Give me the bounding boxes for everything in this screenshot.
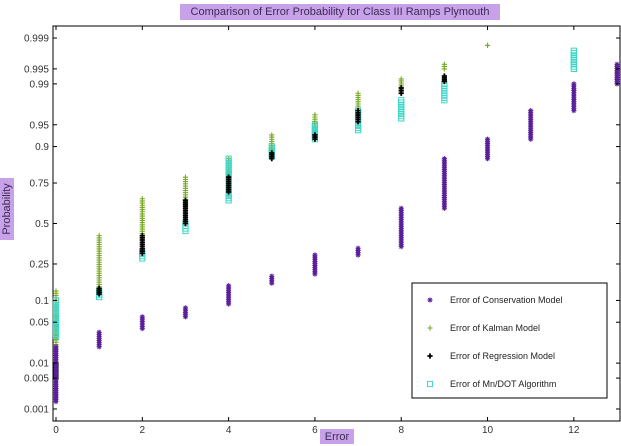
y-tick-label: 0.75 (30, 179, 50, 190)
marker-plus-bold (226, 189, 232, 195)
legend-marker-plus-bold (427, 353, 433, 359)
marker-square (441, 97, 448, 104)
marker-square (52, 333, 60, 340)
data-point-star-10 (484, 136, 491, 162)
y-axis-label: Probability (1, 183, 13, 235)
marker-square (139, 255, 146, 262)
marker-plus (484, 42, 491, 48)
x-tick-label: 8 (398, 425, 404, 436)
y-tick-label: 0.05 (30, 318, 50, 329)
marker-star (53, 399, 59, 405)
y-tick-label: 0.999 (24, 34, 49, 45)
x-tick-label: 10 (482, 425, 494, 436)
data-point-square-10 (570, 47, 577, 72)
data-point-star-1 (96, 329, 102, 350)
marker-plus-bold (182, 220, 189, 227)
marker-square (354, 127, 362, 134)
y-tick-label: 0.001 (24, 404, 49, 415)
x-axis-label: Error (320, 429, 354, 444)
y-tick-label: 0.99 (30, 79, 50, 90)
marker-star (269, 280, 275, 286)
marker-square (182, 227, 189, 235)
marker-plus-bold (312, 136, 318, 142)
marker-star (355, 252, 361, 258)
data-point-plus-bold-6 (312, 132, 318, 142)
legend-entry-label: Error of Regression Model (450, 351, 555, 361)
y-axis-label-box: Probability (0, 178, 14, 240)
data-point-star-12 (571, 81, 577, 114)
data-point-star-9 (441, 156, 447, 211)
x-tick-label: 12 (568, 425, 580, 436)
data-point-square-0 (52, 297, 60, 340)
y-tick-label: 0.9 (35, 142, 49, 153)
marker-star (182, 314, 189, 320)
marker-square (570, 65, 577, 72)
data-point-star-7 (355, 245, 361, 258)
y-tick-label: 0.1 (35, 296, 49, 307)
legend-entry-label: Error of Mn/DOT Algorithm (450, 379, 556, 389)
data-point-plus-10 (484, 42, 491, 48)
marker-star (139, 325, 145, 332)
marker-star (96, 344, 102, 350)
marker-plus-bold (441, 78, 447, 85)
data-point-plus-bold-2 (139, 233, 145, 256)
legend-entry-label: Error of Kalman Model (450, 323, 540, 333)
legend-marker-square (426, 380, 434, 388)
marker-plus-bold (355, 119, 361, 125)
data-point-star-6 (312, 252, 318, 277)
data-point-plus-9 (441, 61, 447, 72)
data-point-star-8 (398, 205, 404, 250)
y-tick-label: 0.995 (24, 64, 49, 75)
marker-plus (441, 66, 447, 72)
data-point-star-4 (226, 283, 232, 307)
x-axis-ticks: 0 2 4 6 8 10 12 (53, 26, 580, 436)
data-point-plus-bold-1 (96, 285, 102, 297)
data-point-plus-bold-4 (226, 174, 232, 195)
marker-star (226, 301, 232, 307)
legend-box (411, 282, 608, 399)
marker-plus-bold (269, 156, 275, 162)
marker-star (528, 136, 534, 142)
marker-plus-bold (96, 291, 102, 297)
legend: Error of Conservation Model Error of Kalm… (411, 282, 608, 399)
legend-marker-star (427, 297, 433, 303)
chart-title: Comparison of Error Probability for Clas… (180, 4, 500, 20)
marker-square (225, 197, 232, 204)
data-point-star-3 (182, 305, 189, 320)
y-tick-label: 0.95 (30, 120, 50, 131)
y-tick-label: 0.01 (30, 359, 50, 370)
legend-entry-label: Error of Conservation Model (450, 295, 563, 305)
marker-star (441, 205, 447, 211)
legend-marker-plus (427, 325, 433, 331)
y-axis-ticks: 0.001 0.005 0.01 0.05 0.1 0.25 0.5 0.75 0.9 0.95 0… (24, 34, 620, 415)
marker-star (398, 244, 404, 250)
x-tick-label: 0 (53, 425, 59, 436)
x-tick-label: 2 (140, 425, 146, 436)
data-point-plus-bold-8 (398, 85, 404, 96)
data-point-star-5 (269, 273, 275, 286)
marker-star (312, 271, 318, 277)
marker-square (398, 115, 405, 122)
y-tick-label: 0.25 (30, 259, 50, 270)
data-point-star-13 (614, 61, 620, 87)
data-point-star-11 (528, 108, 534, 142)
marker-plus-bold (398, 90, 404, 96)
y-tick-label: 0.005 (24, 374, 49, 385)
data-point-star-2 (139, 314, 145, 332)
marker-star (484, 156, 491, 162)
data-point-plus-bold-5 (269, 150, 275, 162)
y-tick-label: 0.5 (35, 219, 49, 230)
data-point-plus-bold-7 (355, 108, 361, 125)
data-marks (52, 42, 620, 405)
x-tick-label: 4 (226, 425, 232, 436)
data-point-plus-bold-9 (441, 73, 447, 85)
marker-star (571, 108, 577, 114)
marker-plus-bold (139, 250, 145, 256)
data-point-plus-1 (96, 233, 102, 294)
x-tick-label: 6 (312, 425, 318, 436)
data-point-square-8 (398, 97, 405, 122)
data-point-star-0 (53, 344, 59, 405)
data-point-plus-bold-3 (182, 197, 189, 227)
